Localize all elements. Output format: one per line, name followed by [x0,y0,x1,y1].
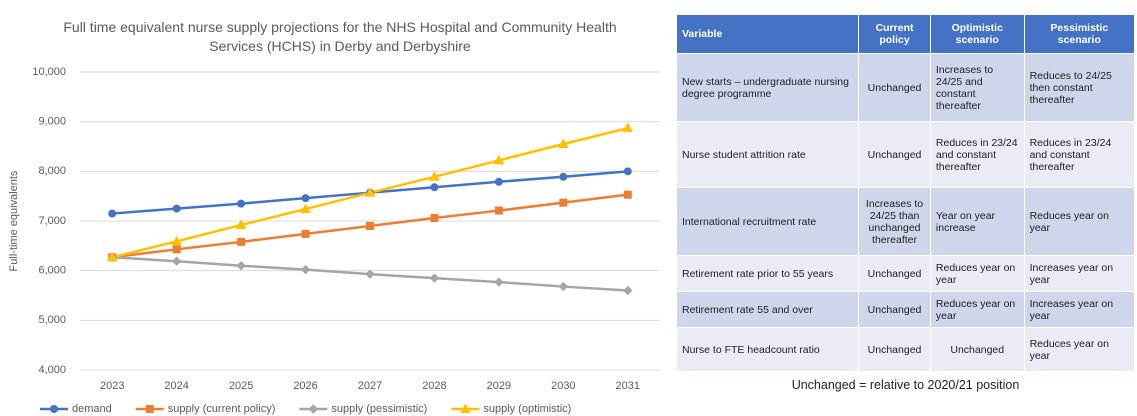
legend-marker [308,404,319,414]
table-cell: Increases to 24/25 and constant thereaft… [929,53,1025,122]
data-point [557,138,569,149]
data-point [237,237,246,246]
legend-marker [145,405,154,413]
table-cell: Reduces year on year [1023,327,1136,372]
table-cell: Unchanged [929,327,1025,372]
data-point [559,198,568,207]
legend-label: supply (pessimistic) [331,403,427,415]
data-point [108,209,117,218]
data-point [494,277,504,287]
data-point [171,235,183,246]
data-point [365,269,375,279]
y-tick-label: 4,000 [38,364,66,376]
header-row: Variable Current policy Optimistic scenari… [675,14,1136,54]
data-point [237,199,246,208]
data-point [172,204,181,213]
table-row: Nurse to FTE headcount ratio Unchanged Unc… [675,327,1136,372]
y-tick-label: 5,000 [38,314,66,326]
y-tick-label: 9,000 [38,116,66,128]
table-cell: Unchanged [858,121,931,188]
y-tick-label: 7,000 [38,215,66,227]
table-cell: Nurse to FTE headcount ratio [675,327,860,372]
data-point [429,171,440,181]
table-cell: Reduces year on year [929,255,1025,292]
table-cell: Year on year increase [929,187,1025,256]
x-tick-label: 2026 [293,380,317,392]
data-point [494,177,503,186]
table-cell: Unchanged [858,291,931,328]
table-cell: Retirement rate prior to 55 years [675,255,860,292]
table-cell: Reduces in 23/24 and constant thereafter [1023,121,1136,188]
y-axis-label: Full-time equivalents [8,170,20,271]
table-cell: New starts – undergraduate nursing degre… [675,53,860,122]
data-point [301,194,310,203]
x-tick-label: 2023 [100,380,124,392]
data-point [430,214,439,223]
data-point [493,154,505,165]
header-cell: Pessimistic scenario [1023,14,1136,54]
table-cell: Reduces year on year [929,291,1025,328]
data-point [623,285,633,296]
data-point [623,167,632,176]
table-cell: Increases to 24/25 than unchanged therea… [858,187,931,256]
table-cell: International recruitment rate [675,187,860,256]
x-tick-label: 2027 [358,380,382,392]
table-row: Retirement rate 55 and over Unchanged Redu… [675,291,1136,328]
x-tick-label: 2028 [422,380,446,392]
table-row: New starts – undergraduate nursing degre… [675,53,1136,122]
footnote: Unchanged = relative to 2020/21 position [791,378,1020,392]
x-tick-label: 2031 [616,380,640,392]
x-tick-label: 2025 [229,380,253,392]
table-cell: Reduces year on year [1023,187,1136,256]
header-cell: Variable [675,14,860,54]
data-point [236,260,246,271]
table-cell: Unchanged [858,53,931,122]
header-cell: Optimistic scenario [929,14,1025,54]
data-point [106,251,118,262]
y-tick-label: 6,000 [38,265,66,277]
table-cell: Reduces in 23/24 and constant thereafter [929,121,1025,188]
table-row: Nurse student attrition rate Unchanged Red… [675,121,1136,188]
data-point [301,229,310,238]
table-cell: Retirement rate 55 and over [675,291,860,328]
data-point [171,256,182,266]
y-tick-label: 10,000 [32,66,66,78]
table-row: Retirement rate prior to 55 years Unchang… [675,255,1136,292]
data-point [366,221,374,230]
x-tick-label: 2030 [551,380,575,392]
y-tick-label: 8,000 [38,165,66,177]
table-cell: Nurse student attrition rate [675,121,860,188]
legend-label: supply (current policy) [168,403,276,415]
data-point [235,219,247,229]
legend-label: demand [72,403,112,415]
legend-marker [459,403,471,413]
table-cell: Increases year on year [1023,291,1136,328]
data-point [430,183,439,192]
data-point [172,245,181,254]
chart-title: Full time equivalent nurse supply projec… [63,19,617,54]
data-point [623,190,632,199]
legend-label: supply (optimistic) [483,403,571,415]
data-point [429,273,440,283]
header-cell: Current policy [858,14,931,54]
data-point [300,203,311,214]
data-point [300,264,311,275]
x-tick-label: 2024 [164,380,188,392]
table-cell: Unchanged [858,255,931,292]
table-row: International recruitment rate Increases … [675,187,1136,256]
legend-marker [50,405,58,413]
x-tick-label: 2029 [487,380,511,392]
chart: Full-time equivalents 4,000 5,000 6,000 7,0… [8,66,660,415]
table-cell: Unchanged [858,327,931,372]
table-cell: Increases year on year [1023,255,1136,292]
table-cell: Reduces to 24/25 then constant thereafte… [1023,53,1136,122]
table: Variable Current policy Optimistic scenari… [675,14,1136,372]
data-point [622,122,634,133]
data-point [494,206,503,215]
data-point [364,187,376,197]
data-point [558,281,569,292]
data-point [559,172,568,181]
